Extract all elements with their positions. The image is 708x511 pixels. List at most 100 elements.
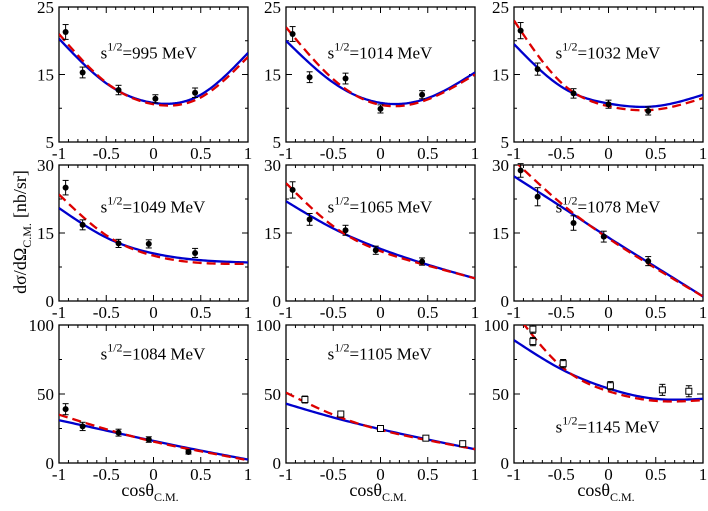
panel-8: -1 -0.5 0 0.5 1 0 50 100 s1/2=1105 MeV	[256, 316, 480, 484]
data-point	[62, 24, 69, 40]
x-tick-label: -1	[507, 465, 521, 484]
panel-4: -1 -0.5 0 0.5 1 0 15 30 s1/2=1049 MeV	[37, 156, 252, 322]
data-point	[605, 99, 612, 109]
panel-7: -1 -0.5 0 0.5 1 0 50 100 s1/2=1084 MeV	[29, 316, 253, 484]
x-tick-label: -1	[52, 144, 66, 163]
x-tick-label: 0.5	[190, 144, 211, 163]
y-axis-title: dσ/dΩC.M. [nb/sr]	[10, 170, 34, 294]
energy-annotation: s1/2=1078 MeV	[556, 194, 661, 217]
y-tick-label: 30	[492, 156, 509, 175]
data-point	[306, 71, 313, 84]
data-point	[145, 436, 152, 443]
x-tick-label: 0	[376, 144, 385, 163]
data-point	[152, 94, 159, 104]
y-tick-label: 15	[37, 224, 54, 243]
data-point	[79, 421, 86, 432]
x-tick-label: -1	[52, 465, 66, 484]
dashed-curve	[286, 182, 475, 280]
y-tick-label: 30	[37, 156, 54, 175]
energy-annotation: s1/2=1032 MeV	[556, 39, 661, 62]
data-point	[79, 66, 86, 79]
data-point	[342, 224, 349, 236]
x-tick-label: 1	[244, 465, 253, 484]
x-tick-label: -0.5	[320, 465, 347, 484]
x-tick-label: -0.5	[548, 465, 575, 484]
x-axis-title-col2: cosθC.M.	[349, 480, 406, 504]
x-tick-label: -1	[279, 303, 293, 322]
dashed-curve	[286, 26, 475, 108]
x-tick-label: 0.5	[417, 144, 438, 163]
plot-frame	[58, 164, 249, 302]
data-point	[422, 434, 430, 442]
dashed-curve	[514, 19, 703, 112]
data-point	[529, 336, 537, 347]
y-tick-label: 100	[256, 316, 282, 335]
x-tick-label: 0.5	[190, 303, 211, 322]
y-tick-label: 25	[264, 0, 281, 17]
data-point	[192, 87, 199, 98]
solid-curve	[59, 419, 248, 461]
y-tick-label: 5	[273, 133, 282, 152]
data-point	[62, 403, 69, 416]
plot-frame	[58, 6, 249, 143]
data-point	[645, 256, 652, 267]
x-tick-label: 0.5	[417, 303, 438, 322]
y-tick-label: 50	[37, 385, 54, 404]
data-point	[570, 88, 577, 99]
x-tick-label: 0.5	[645, 303, 666, 322]
energy-annotation: s1/2=1145 MeV	[556, 414, 661, 437]
data-point	[377, 425, 384, 432]
y-tick-label: 15	[492, 224, 509, 243]
data-point	[645, 106, 652, 116]
svg-text:cosθC.M.: cosθC.M.	[121, 480, 178, 504]
y-tick-label: 5	[46, 133, 55, 152]
x-tick-label: 0	[604, 144, 613, 163]
x-tick-label: -0.5	[548, 144, 575, 163]
energy-annotation: s1/2=1014 MeV	[328, 39, 433, 62]
x-tick-label: 0	[604, 465, 613, 484]
data-point	[517, 163, 524, 178]
panel-9: -1 -0.5 0 0.5 1 0 50 100 s1/2=1145 MeV	[484, 316, 708, 484]
plot-frame	[285, 6, 476, 143]
y-tick-label: 0	[46, 454, 55, 473]
x-tick-label: 1	[699, 144, 708, 163]
x-tick-label: 0	[149, 303, 158, 322]
data-point	[115, 84, 122, 96]
data-point	[289, 181, 296, 199]
data-point	[337, 410, 345, 418]
x-tick-label: 0.5	[645, 144, 666, 163]
x-tick-label: 0.5	[417, 465, 438, 484]
solid-curve	[286, 39, 475, 106]
panel-6: -1 -0.5 0 0.5 1 0 15 30 s1/2=1078 MeV	[492, 156, 707, 322]
x-tick-label: -0.5	[548, 303, 575, 322]
x-tick-label: 1	[244, 144, 253, 163]
x-tick-label: -0.5	[320, 144, 347, 163]
data-point	[192, 247, 199, 258]
y-tick-label: 0	[46, 292, 55, 311]
y-tick-label: 15	[37, 66, 54, 85]
x-tick-label: 0.5	[190, 465, 211, 484]
data-point	[559, 359, 567, 369]
x-tick-label: 0	[149, 144, 158, 163]
dashed-curve	[59, 413, 248, 462]
data-point	[289, 26, 296, 42]
y-tick-label: 0	[501, 292, 510, 311]
data-point	[306, 213, 313, 226]
data-point	[658, 383, 666, 396]
data-point	[534, 62, 541, 76]
y-axis-title-main: dσ/dΩ	[10, 248, 30, 294]
svg-text:cosθC.M.: cosθC.M.	[349, 480, 406, 504]
dashed-curve	[59, 33, 248, 107]
energy-annotation: s1/2=995 MeV	[101, 39, 198, 62]
data-point	[517, 22, 524, 40]
x-tick-label: 0	[149, 465, 158, 484]
data-point	[606, 381, 614, 391]
dashed-curve	[59, 193, 248, 266]
data-point	[419, 257, 426, 266]
data-point	[115, 428, 122, 437]
y-tick-label: 0	[273, 292, 282, 311]
